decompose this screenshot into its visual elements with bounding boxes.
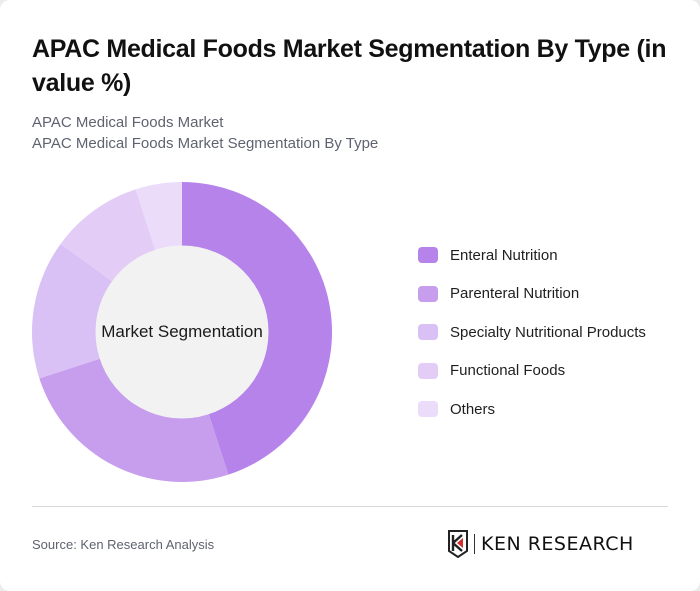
legend-swatch <box>418 362 438 379</box>
donut-chart <box>31 182 333 482</box>
legend-item-others[interactable]: Others <box>418 399 646 419</box>
legend-item-functional-foods[interactable]: Functional Foods <box>418 361 646 381</box>
chart-legend: Enteral Nutrition Parenteral Nutrition S… <box>418 245 646 438</box>
donut-slice-enteral-nutrition[interactable] <box>182 182 333 475</box>
ken-research-logo: KEN RESEARCH <box>447 530 634 558</box>
subtitle-segmentation: APAC Medical Foods Market Segmentation B… <box>32 135 379 152</box>
logo-text: KEN RESEARCH <box>481 533 634 555</box>
legend-swatch <box>418 285 438 302</box>
footer-divider <box>32 506 668 507</box>
donut-slice-parenteral-nutrition[interactable] <box>39 358 229 482</box>
chart-title: APAC Medical Foods Market Segmentation B… <box>32 35 667 97</box>
legend-swatch <box>418 324 438 340</box>
legend-item-enteral-nutrition[interactable]: Enteral Nutrition <box>418 245 646 265</box>
legend-swatch <box>418 247 438 263</box>
logo-separator <box>474 534 475 554</box>
donut-hole <box>95 245 269 419</box>
donut-slice-specialty-nutritional-products[interactable] <box>31 243 113 379</box>
legend-item-specialty-nutritional-products[interactable]: Specialty Nutritional Products <box>418 322 646 342</box>
subtitle-market: APAC Medical Foods Market <box>32 114 224 131</box>
donut-slice-functional-foods[interactable] <box>60 189 156 282</box>
legend-swatch <box>418 401 438 417</box>
source-note: Source: Ken Research Analysis <box>32 537 215 552</box>
donut-slice-others[interactable] <box>135 182 182 251</box>
chart-subtitle: APAC Medical Foods Market APAC Medical F… <box>32 112 378 154</box>
legend-item-parenteral-nutrition[interactable]: Parenteral Nutrition <box>418 284 646 304</box>
ken-research-shield-icon <box>448 530 468 558</box>
